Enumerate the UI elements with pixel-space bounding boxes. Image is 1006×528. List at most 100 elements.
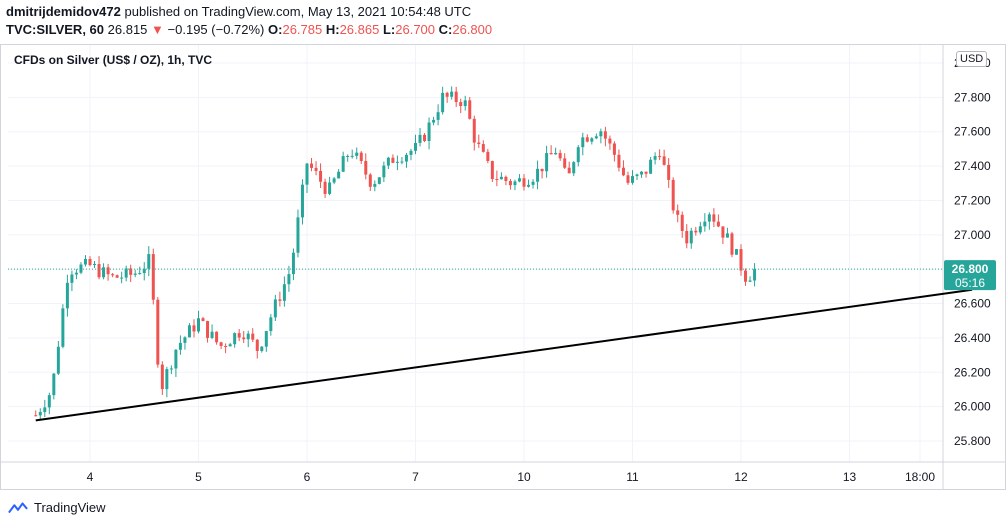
candle-body (305, 163, 309, 185)
candle-body (599, 131, 603, 137)
candle-body (355, 152, 359, 156)
candle-body (364, 160, 368, 175)
candle-body (282, 284, 286, 301)
candle-body (296, 217, 300, 253)
candle-body (617, 154, 621, 168)
candle-body (725, 233, 729, 238)
candle-body (508, 180, 512, 186)
price-tag-countdown: 05:16 (955, 276, 985, 290)
candle-body (255, 339, 259, 351)
candle-body (52, 373, 56, 396)
candle-body (300, 184, 304, 218)
currency-button[interactable]: USD (956, 51, 988, 67)
candle-body (567, 167, 571, 174)
candle-body (499, 176, 503, 180)
candle-body (608, 138, 612, 144)
candle-body (495, 179, 499, 181)
candle-body (554, 152, 558, 155)
candle-body (689, 230, 693, 244)
candle-body (133, 273, 137, 275)
candle-body (147, 254, 151, 269)
candle-body (323, 181, 327, 194)
price-change: −0.195 (−0.72%) (167, 22, 265, 37)
candle-body (228, 344, 232, 347)
open-label: O: (268, 22, 283, 37)
y-tick-label: 27.600 (954, 125, 991, 139)
y-tick-label: 26.000 (954, 400, 991, 414)
candle-body (328, 182, 332, 194)
candle-body (540, 168, 544, 172)
candle-body (273, 299, 277, 318)
x-tick-label: 10 (517, 470, 531, 484)
candle-body (423, 134, 427, 141)
candle-body (291, 252, 295, 275)
candle-body (269, 317, 273, 332)
candle-body (120, 277, 124, 279)
candle-body (549, 153, 553, 155)
candle-body (391, 157, 395, 163)
candle-body (536, 168, 540, 182)
candle-body (468, 100, 472, 119)
candle-body (748, 280, 752, 282)
candle-body (43, 407, 47, 413)
high-value: 26.865 (339, 22, 380, 37)
candle-body (368, 174, 372, 187)
candle-body (445, 92, 449, 97)
chart-title: CFDs on Silver (US$ / OZ), 1h, TVC (14, 53, 213, 67)
candle-body (386, 157, 390, 166)
candle-body (450, 91, 454, 97)
candle-body (165, 369, 169, 390)
candle-body (585, 137, 589, 142)
candle-body (260, 346, 264, 351)
price-tag (944, 260, 996, 291)
y-tick-label: 27.400 (954, 159, 991, 173)
candle-body (531, 181, 535, 185)
candle-body (138, 273, 142, 275)
candle-body (350, 155, 354, 157)
candle-body (649, 159, 653, 174)
candle-body (47, 395, 51, 408)
candle-body (97, 264, 101, 278)
ohlc-legend: TVC:SILVER, 60 26.815 ▼ −0.195 (−0.72%) … (6, 22, 492, 37)
candle-body (192, 325, 196, 332)
candle-body (88, 258, 92, 266)
candle-body (676, 210, 680, 215)
high-label: H: (325, 22, 340, 37)
y-tick-label: 27.200 (954, 193, 991, 207)
x-tick-label: 6 (304, 470, 311, 484)
open-value: 26.785 (282, 22, 323, 37)
candle-body (224, 345, 228, 347)
candle-body (418, 134, 422, 143)
tradingview-brand[interactable]: TradingView (8, 500, 106, 515)
candle-body (513, 181, 517, 186)
candle-body (310, 163, 314, 168)
candle-body (572, 162, 576, 174)
down-arrow-icon: ▼ (151, 22, 164, 37)
y-tick-label: 26.400 (954, 331, 991, 345)
author-name[interactable]: dmitrijdemidov472 (6, 4, 121, 19)
candle-body (658, 156, 662, 158)
candle-body (753, 269, 757, 281)
candle-body (187, 325, 191, 338)
candle-body (210, 331, 214, 338)
candle-body (486, 151, 490, 162)
candle-body (707, 214, 711, 222)
price-tag-value: 26.800 (952, 262, 989, 276)
candle-body (527, 184, 531, 187)
candle-body (716, 221, 720, 227)
candle-body (169, 368, 173, 370)
candle-body (102, 267, 106, 278)
y-tick-label: 26.200 (954, 365, 991, 379)
candle-body (662, 156, 666, 165)
candle-body (454, 91, 458, 103)
close-label: C: (438, 22, 453, 37)
candle-body (201, 318, 205, 321)
candle-body (79, 264, 83, 273)
candle-body (653, 156, 657, 160)
candle-body (160, 364, 164, 390)
candle-body (287, 274, 291, 285)
candle-body (174, 349, 178, 369)
candle-body (581, 137, 585, 148)
candle-body (337, 171, 341, 179)
